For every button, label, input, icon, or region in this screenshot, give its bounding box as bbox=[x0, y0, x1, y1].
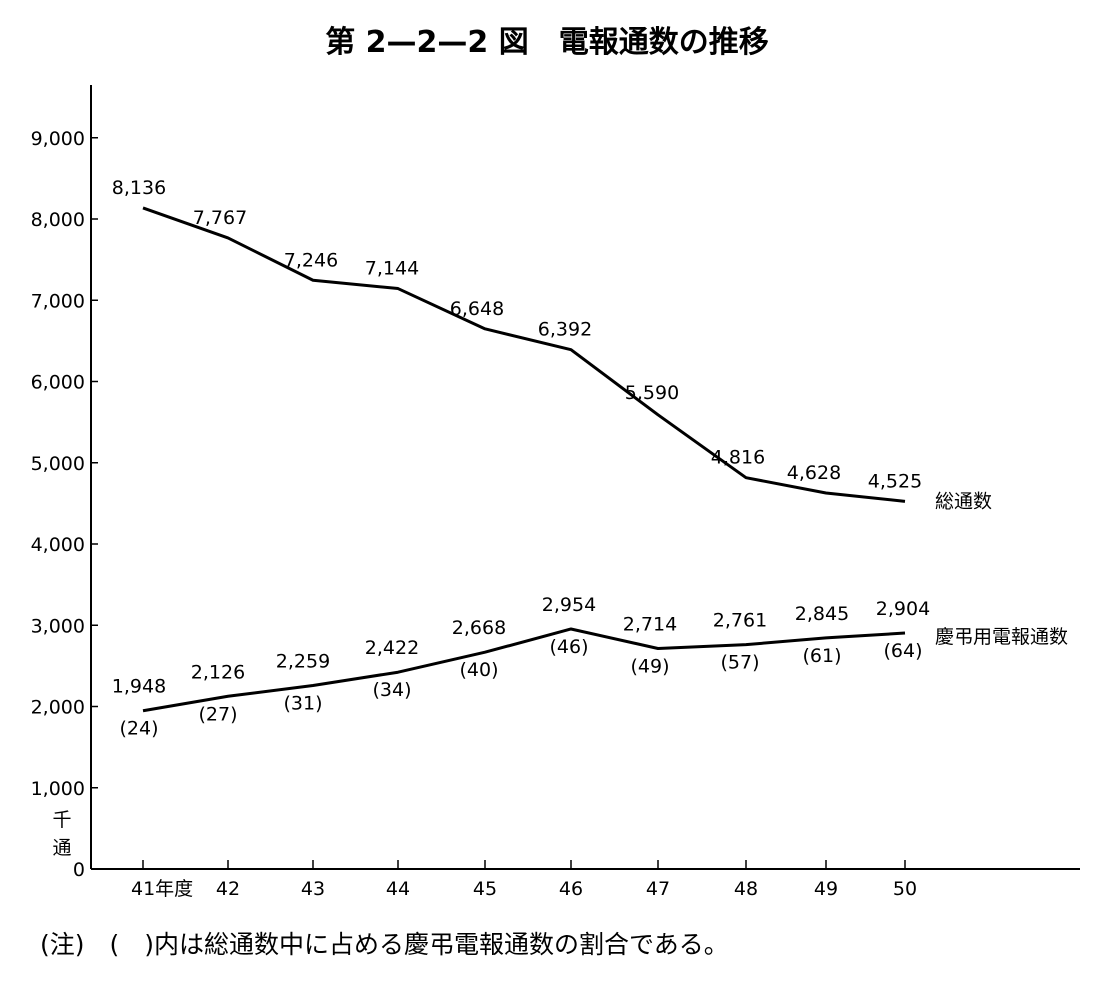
y-tick-label: 7,000 bbox=[31, 290, 85, 312]
share-label: (24) bbox=[119, 718, 158, 740]
share-label: (40) bbox=[459, 659, 498, 681]
data-label-congratulatory: 2,126 bbox=[191, 661, 245, 683]
x-tick-label: 47 bbox=[646, 878, 670, 900]
y-tick-label: 6,000 bbox=[31, 372, 85, 394]
x-tick-label: 49 bbox=[814, 878, 838, 900]
data-label-congratulatory: 2,845 bbox=[795, 603, 849, 625]
series-line-total bbox=[142, 206, 906, 503]
chart-axes: 0 1,000 2,000 3,000 4,000 5,000 6,000 7,000 8,00… bbox=[31, 85, 1080, 900]
chart-marks: 8,136 7,767 7,246 7,144 6,648 6,392 5,590 4,816… bbox=[112, 177, 1068, 740]
data-label-total: 7,246 bbox=[284, 249, 338, 271]
data-label-congratulatory: 2,668 bbox=[452, 617, 506, 639]
data-label-total: 7,767 bbox=[193, 207, 247, 229]
share-label: (34) bbox=[372, 679, 411, 701]
data-label-total: 6,648 bbox=[450, 298, 504, 320]
data-label-total: 7,144 bbox=[365, 258, 419, 280]
y-tick-label: 3,000 bbox=[31, 615, 85, 637]
share-label: (27) bbox=[198, 703, 237, 725]
y-tick-label: 2,000 bbox=[31, 697, 85, 719]
y-tick-label: 0 bbox=[73, 859, 85, 881]
x-tick-label: 43 bbox=[301, 878, 325, 900]
y-tick-label: 4,000 bbox=[31, 534, 85, 556]
share-label: (64) bbox=[883, 640, 922, 662]
series-label-congratulatory: 慶弔用電報通数 bbox=[935, 626, 1068, 648]
data-label-congratulatory: 2,954 bbox=[542, 594, 596, 616]
data-label-congratulatory: 2,422 bbox=[365, 637, 419, 659]
x-tick-label: 44 bbox=[386, 878, 410, 900]
y-tick-label: 5,000 bbox=[31, 453, 85, 475]
chart-note: (注) ( )内は総通数中に占める慶弔電報通数の割合である。 bbox=[40, 930, 729, 959]
x-tick-label: 50 bbox=[893, 878, 917, 900]
chart-title: 第 2—2—2 図 電報通数の推移 bbox=[325, 25, 769, 60]
share-label: (57) bbox=[720, 652, 759, 674]
data-label-total: 8,136 bbox=[112, 177, 166, 199]
series-label-total: 総通数 bbox=[935, 490, 992, 512]
share-label: (49) bbox=[630, 655, 669, 677]
data-label-total: 4,628 bbox=[787, 462, 841, 484]
data-label-congratulatory: 2,259 bbox=[276, 650, 330, 672]
x-tick-label: 42 bbox=[216, 878, 240, 900]
x-tick-label: 46 bbox=[559, 878, 583, 900]
x-tick-label: 45 bbox=[473, 878, 497, 900]
y-tick-label: 8,000 bbox=[31, 209, 85, 231]
x-tick-label: 41年度 bbox=[131, 878, 193, 900]
y-unit-label-1: 千 bbox=[52, 809, 71, 831]
data-label-congratulatory: 1,948 bbox=[112, 676, 166, 698]
y-tick-label: 9,000 bbox=[31, 128, 85, 150]
data-label-total: 4,816 bbox=[711, 447, 765, 469]
data-label-total: 4,525 bbox=[868, 470, 922, 492]
y-tick-label: 1,000 bbox=[31, 778, 85, 800]
x-tick-label: 48 bbox=[734, 878, 758, 900]
data-label-total: 5,590 bbox=[625, 382, 679, 404]
series-line-congratulatory bbox=[142, 627, 906, 713]
share-label: (61) bbox=[802, 645, 841, 667]
share-label: (46) bbox=[549, 636, 588, 658]
data-label-total: 6,392 bbox=[538, 319, 592, 341]
data-label-congratulatory: 2,714 bbox=[623, 613, 677, 635]
y-unit-label-2: 通 bbox=[52, 837, 71, 859]
data-label-congratulatory: 2,904 bbox=[876, 598, 930, 620]
data-label-congratulatory: 2,761 bbox=[713, 610, 767, 632]
share-label: (31) bbox=[283, 692, 322, 714]
